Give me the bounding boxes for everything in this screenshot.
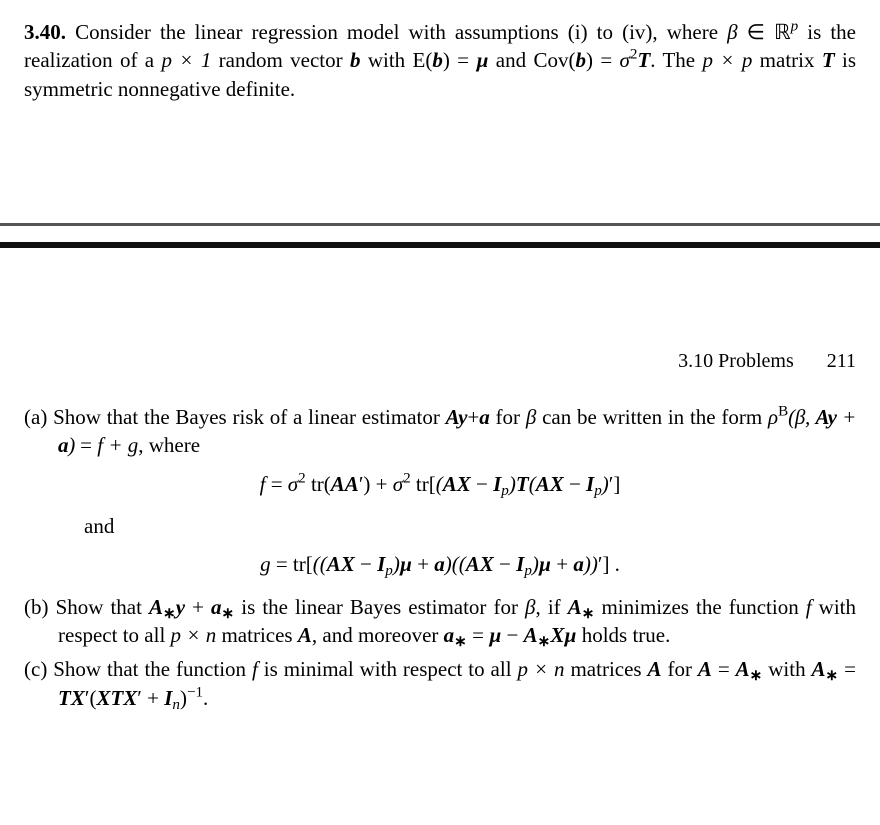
part-b-text-9: − xyxy=(501,623,523,647)
part-b: (b) Show that A∗y + a∗ is the linear Bay… xyxy=(24,593,856,650)
sym-mu-b: µ xyxy=(489,623,501,647)
eq-sign: = xyxy=(75,433,97,457)
equation-g: g = tr[((AX − Ip)µ + a)((AX − Ip)µ + a))… xyxy=(24,550,856,578)
part-b-text-1: Show that xyxy=(56,595,149,619)
intro-text-1: Consider the linear regression model wit… xyxy=(66,20,727,44)
intro-text-9: . The xyxy=(650,48,702,72)
vec-b3: b xyxy=(575,48,586,72)
f-plus-g: f + g xyxy=(97,433,138,457)
and-label: and xyxy=(24,512,856,540)
dim-pxp: p × p xyxy=(702,48,752,72)
intro-text-8: ) = xyxy=(586,48,620,72)
sym-rho: ρ xyxy=(768,405,778,429)
page: 3.40. Consider the linear regression mod… xyxy=(0,0,880,742)
part-b-label: (b) xyxy=(24,595,56,619)
sym-sigma: σ xyxy=(620,48,630,72)
intro-text-7: and Cov( xyxy=(488,48,575,72)
part-c-text-1: Show that the function xyxy=(53,657,252,681)
vec-a: a xyxy=(479,405,490,429)
part-c-text-4: for xyxy=(662,657,698,681)
running-head: 3.10 Problems 211 xyxy=(24,348,856,375)
mat-Astar: A∗ xyxy=(568,595,595,619)
sup-B: B xyxy=(778,404,788,420)
part-c: (c) Show that the function f is minimal … xyxy=(24,655,856,712)
sym-beta: β xyxy=(727,20,737,44)
mat-T2: T xyxy=(822,48,835,72)
mat-A: A xyxy=(298,623,312,647)
part-b-text-8: = xyxy=(467,623,489,647)
part-a-label: (a) xyxy=(24,405,53,429)
expr-Astar-y: A∗y xyxy=(149,595,185,619)
expr-A-eq-Astar: A xyxy=(698,657,712,681)
mat-T: T xyxy=(637,48,650,72)
part-b-text-4: minimizes the function xyxy=(594,595,805,619)
sym-beta-a: β xyxy=(526,405,536,429)
part-b-text-2: is the linear Bayes estimator for xyxy=(234,595,525,619)
part-c-label: (c) xyxy=(24,657,53,681)
expr-AXmu: A∗Xµ xyxy=(524,623,577,647)
part-c-text-6: . xyxy=(203,686,208,710)
part-a-text-1: Show that the Bayes risk of a linear est… xyxy=(53,405,446,429)
mat-A-c: A xyxy=(648,657,662,681)
intro-text-10: matrix xyxy=(752,48,822,72)
part-a-text-3: can be written in the form xyxy=(536,405,768,429)
dim-pxn: p × n xyxy=(171,623,217,647)
part-c-text-5: with xyxy=(762,657,811,681)
part-c-text-2: is minimal with respect to all xyxy=(258,657,518,681)
part-a-text-2: for xyxy=(490,405,526,429)
expr-Ay: Ay xyxy=(446,405,468,429)
sym-beta-b: β xyxy=(525,595,535,619)
section-label: 3.10 Problems xyxy=(678,350,794,372)
page-break-rule xyxy=(0,223,880,248)
part-b-text-10: holds true. xyxy=(576,623,670,647)
dim-pxn-c: p × n xyxy=(517,657,564,681)
intro-text-5: with E( xyxy=(360,48,432,72)
sym-mu: µ xyxy=(476,48,488,72)
dim-px1: p × 1 xyxy=(161,48,211,72)
vec-astar2: a∗ xyxy=(444,623,467,647)
problem-intro: 3.40. Consider the linear regression mod… xyxy=(24,18,856,103)
intro-text-2: ∈ ℝ xyxy=(738,20,791,44)
plus: + xyxy=(467,405,479,429)
problem-number: 3.40. xyxy=(24,20,66,44)
part-a: (a) Show that the Bayes risk of a linear… xyxy=(24,403,856,460)
intro-text-6: ) = xyxy=(443,48,477,72)
part-b-text-3: , if xyxy=(536,595,568,619)
vec-b2: b xyxy=(432,48,443,72)
part-a-text-4: , where xyxy=(138,433,200,457)
page-number: 211 xyxy=(827,350,856,372)
intro-text-4: random vector xyxy=(211,48,350,72)
part-c-text-3: matrices xyxy=(565,657,648,681)
part-b-text-7: , and moreover xyxy=(312,623,444,647)
equation-f: f = σ2 tr(AA′) + σ2 tr[(AX − Ip)T(AX − I… xyxy=(24,470,856,498)
vec-astar: a∗ xyxy=(211,595,234,619)
mat-Astar-c: A∗ xyxy=(736,657,763,681)
vec-b: b xyxy=(350,48,361,72)
part-b-text-6: matrices xyxy=(216,623,298,647)
expr-Astar-formula: A∗ xyxy=(812,657,839,681)
